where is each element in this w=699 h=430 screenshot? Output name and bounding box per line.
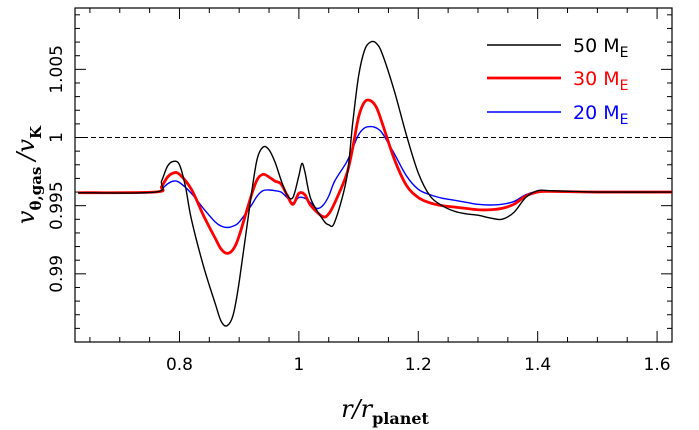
legend-label-main: 50 M	[573, 35, 620, 57]
y-axis-label-sub2: K	[27, 125, 45, 139]
x-tick-label: 1.6	[644, 355, 671, 375]
y-axis-label-sub1: θ,gas	[27, 167, 45, 211]
x-axis-label-sub: planet	[372, 409, 429, 428]
legend-label-main: 20 M	[573, 102, 620, 124]
legend-label-main: 30 M	[573, 68, 620, 90]
legend-label-sub: E	[620, 78, 629, 94]
legend-label: 30 ME	[573, 68, 628, 94]
y-tick-label: 0.99	[47, 255, 67, 293]
x-tick-labels: 0.8 1 1.2 1.4 1.6	[166, 355, 671, 375]
y-tick-label: 0.995	[47, 181, 67, 230]
x-tick-label: 1.4	[524, 355, 551, 375]
series-line-2	[77, 98, 672, 255]
plot-frame	[74, 7, 673, 343]
x-axis-label: r/rplanet	[341, 395, 429, 428]
legend-label: 50 ME	[573, 35, 628, 61]
y-tick-label: 1	[47, 132, 67, 143]
y-tick-labels: 0.99 0.995 1 1.005	[47, 45, 67, 293]
legend-label: 20 ME	[573, 102, 628, 128]
y-axis-label: vθ,gas/vK	[12, 125, 45, 224]
legend-label-sub: E	[620, 112, 629, 128]
x-axis-label-main: r/r	[341, 395, 374, 423]
y-axis-label-mid: /v	[12, 139, 40, 163]
y-tick-label: 1.005	[47, 45, 67, 94]
legend-label-sub: E	[620, 45, 629, 61]
series-line-3	[77, 125, 672, 229]
x-tick-label: 1.2	[405, 355, 432, 375]
y-axis-label-main: v	[12, 210, 40, 224]
series-line-1	[77, 40, 672, 327]
axis-ticks	[75, 8, 672, 342]
series-layer	[77, 40, 672, 327]
x-tick-label: 1	[293, 355, 304, 375]
x-tick-label: 0.8	[166, 355, 193, 375]
